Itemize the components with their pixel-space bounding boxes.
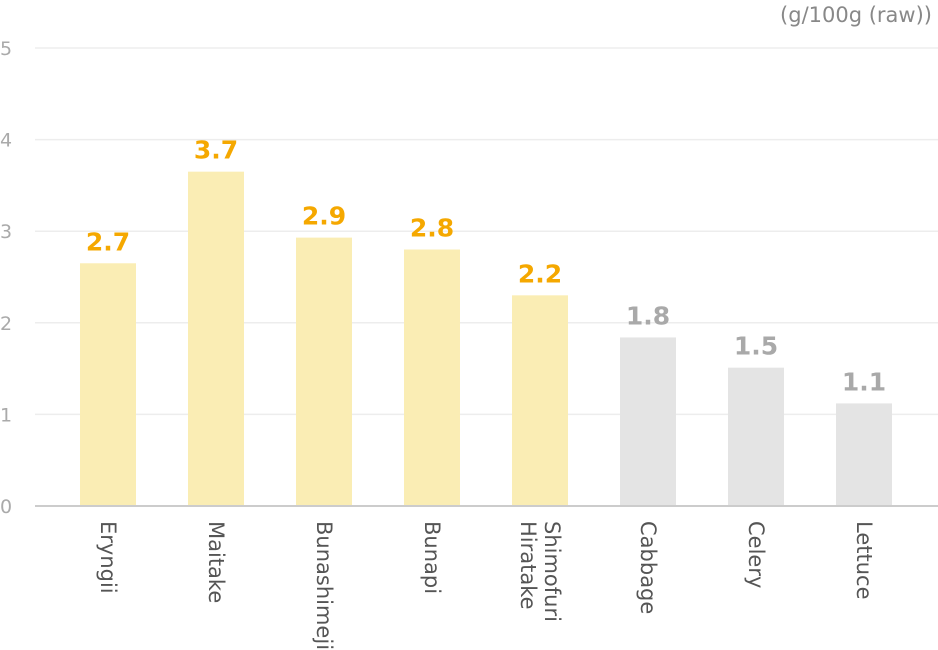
data-label: 1.1 xyxy=(842,367,886,396)
x-axis-label: Lettuce xyxy=(852,521,876,600)
y-tick-label: 1 xyxy=(0,404,12,426)
bar xyxy=(728,367,784,506)
y-axis-ticks: 0 1 2 3 4 5 xyxy=(0,38,12,518)
bar xyxy=(80,263,136,506)
bar xyxy=(620,337,676,506)
bar xyxy=(188,171,244,506)
bar xyxy=(404,249,460,506)
x-axis-label: Maitake xyxy=(204,521,228,603)
x-axis-label: Cabbage xyxy=(636,521,660,614)
gridlines xyxy=(35,47,938,416)
x-axis-label: Bunapi xyxy=(420,521,444,594)
x-axis-label: Hiratake xyxy=(516,521,540,610)
y-tick-label: 0 xyxy=(0,496,12,518)
bar xyxy=(296,237,352,506)
bar xyxy=(836,403,892,506)
x-axis-label: Celery xyxy=(744,521,768,588)
data-label: 2.7 xyxy=(86,227,130,256)
bars xyxy=(80,171,892,506)
x-axis-labels: Eryngii Maitake Bunashimeji Bunapi Shimofuri… xyxy=(96,521,876,650)
y-tick-label: 3 xyxy=(0,221,12,243)
y-tick-label: 2 xyxy=(0,313,12,335)
data-label: 1.8 xyxy=(626,301,670,330)
data-label: 2.9 xyxy=(302,202,346,231)
x-axis-label: Shimofuri xyxy=(540,521,564,622)
bar xyxy=(512,295,568,506)
x-axis-label: Bunashimeji xyxy=(312,521,336,650)
unit-label: (g/100g (raw)) xyxy=(780,3,932,27)
y-tick-label: 5 xyxy=(0,38,12,60)
data-label: 1.5 xyxy=(734,332,778,361)
data-label: 2.8 xyxy=(410,214,454,243)
y-tick-label: 4 xyxy=(0,130,12,152)
x-axis-label: Eryngii xyxy=(96,521,120,594)
data-label: 3.7 xyxy=(194,136,238,165)
data-label: 2.2 xyxy=(518,259,562,288)
data-labels: 2.7 3.7 2.9 2.8 2.2 1.8 1.5 1.1 xyxy=(86,136,886,397)
